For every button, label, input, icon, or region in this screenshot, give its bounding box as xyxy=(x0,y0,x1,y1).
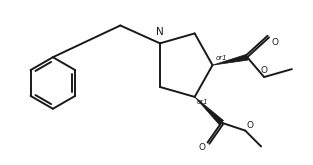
Text: or1: or1 xyxy=(197,99,208,105)
Polygon shape xyxy=(213,54,248,65)
Polygon shape xyxy=(195,97,223,125)
Text: O: O xyxy=(261,66,268,75)
Text: N: N xyxy=(156,27,164,37)
Text: O: O xyxy=(246,121,253,130)
Text: or1: or1 xyxy=(215,55,227,61)
Text: O: O xyxy=(198,144,206,152)
Text: O: O xyxy=(271,38,278,47)
